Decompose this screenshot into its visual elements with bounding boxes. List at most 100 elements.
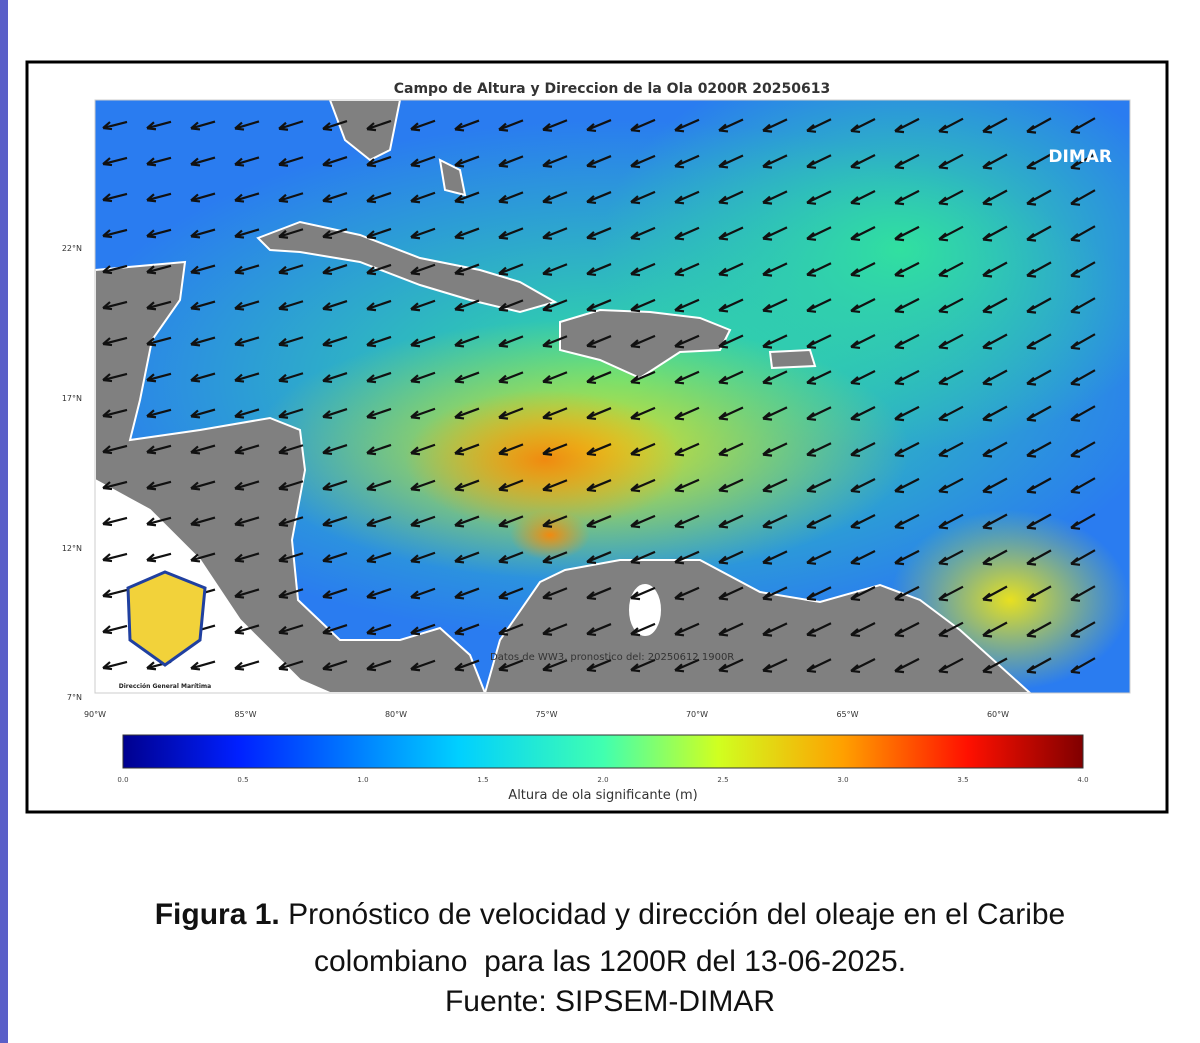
wave-arrow [542,227,568,240]
wave-arrow [938,333,964,350]
wave-arrow [322,336,348,348]
wave-arrow [454,155,480,168]
wave-arrow [894,369,920,386]
wave-arrow [234,624,260,635]
wave-arrow [586,551,612,565]
wave-arrow [146,120,172,131]
wave-arrow [806,478,832,493]
wave-arrow [146,192,172,203]
wave-arrow [190,660,216,671]
wave-arrow [498,407,524,420]
puerto-rico [768,348,817,370]
wave-arrow [850,406,876,422]
wave-arrow [322,516,348,528]
wave-arrow [894,153,920,170]
wave-arrow [454,227,480,240]
wave-arrow [762,442,788,457]
wave-arrow [322,588,348,600]
wave-arrow [146,444,172,455]
wave-arrow [718,622,744,637]
wave-arrow [762,154,788,169]
wave-arrow [762,586,788,601]
wave-arrow [234,408,260,419]
wave-arrow [1026,189,1052,206]
wave-arrow [718,190,744,205]
wave-arrow [322,300,348,312]
wave-arrow [674,658,700,673]
wave-arrow [1070,513,1096,530]
wave-arrow [762,550,788,565]
wave-arrow [102,300,128,311]
figure: Campo de Altura y Direccion de la Ola 02… [25,60,1169,814]
wave-arrow [938,477,964,494]
colorbar-tick-label: 1.0 [357,776,368,784]
wave-arrow [806,226,832,241]
wave-arrow [982,153,1008,170]
wave-arrow [982,297,1008,314]
wave-arrow [542,407,568,420]
wave-arrow [322,192,348,204]
wave-arrow [454,551,480,564]
wave-arrow [322,408,348,420]
wave-arrow [278,372,304,383]
wave-arrow [586,191,612,205]
wave-arrow [894,225,920,242]
wave-arrow [850,622,876,638]
wave-arrow [1026,225,1052,242]
wave-arrow [806,442,832,457]
longitude-label: 60°W [987,710,1009,719]
caption-source: Fuente: SIPSEM-DIMAR [444,985,776,1018]
wave-arrow [762,658,788,673]
wave-field [405,390,685,530]
wave-arrow [806,586,832,601]
wave-arrow [146,300,172,311]
wave-arrow [630,298,656,313]
wave-arrow [498,587,524,600]
cuba [256,220,558,314]
wave-arrow [146,480,172,491]
wave-arrow [718,442,744,457]
wave-arrow [938,117,964,134]
wave-arrow [1026,333,1052,350]
wave-arrow [102,120,128,131]
wave-arrow [674,370,700,385]
wave-arrow [586,407,612,421]
wave-arrow [146,552,172,563]
wave-arrow [322,660,348,672]
watermark: DIMAR [1048,147,1112,167]
wave-arrow [498,299,524,312]
wave-arrow [630,370,656,385]
wave-arrow [366,659,392,672]
wave-arrow [102,408,128,419]
wave-arrow [498,551,524,564]
longitude-label: 85°W [234,710,256,719]
wave-arrow [410,515,436,528]
wave-arrow [938,585,964,602]
wave-arrow [1026,369,1052,386]
wave-arrow [102,516,128,527]
wave-arrow [806,298,832,313]
wave-arrow [542,371,568,384]
wave-arrow [190,156,216,167]
wave-arrow [718,370,744,385]
wave-arrow [146,336,172,347]
wave-arrow [586,479,612,493]
logo-text: Dirección General Marítima [119,683,211,690]
wave-arrow [234,300,260,311]
wave-arrow [982,441,1008,458]
wave-arrow [938,657,964,674]
wave-arrow [674,514,700,529]
wave-arrow [190,192,216,203]
wave-arrow [1026,441,1052,458]
longitude-label: 90°W [84,710,106,719]
latitude-label: 7°N [67,693,82,702]
wave-arrow [102,588,128,599]
wave-arrow [718,334,744,349]
wave-arrow [366,515,392,528]
wave-arrow [234,660,260,671]
map-title: Campo de Altura y Direccion de la Ola 02… [394,81,831,97]
wave-arrow [102,156,128,167]
wave-arrow [586,623,612,637]
wave-arrow [630,514,656,529]
latitude-label: 17°N [62,394,82,403]
